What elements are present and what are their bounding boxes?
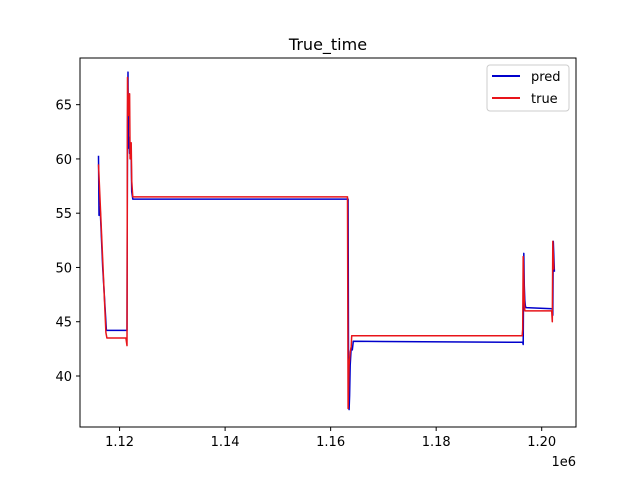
legend-label-pred: pred [531, 70, 561, 85]
x-axis: 1.12 1.14 1.16 1.18 1.20 [105, 427, 556, 450]
y-tick-label: 65 [55, 99, 72, 114]
y-tick-label: 55 [55, 207, 72, 222]
x-axis-offset-label: 1e6 [551, 455, 576, 470]
x-tick-label: 1.14 [211, 435, 240, 450]
plot-area [97, 71, 556, 411]
legend: pred true [486, 64, 570, 112]
legend-label-true: true [531, 92, 558, 107]
x-tick-label: 1.12 [105, 435, 134, 450]
x-tick-label: 1.16 [316, 435, 345, 450]
y-axis: 40 45 50 55 60 65 [55, 99, 80, 385]
y-tick-label: 60 [55, 153, 72, 168]
x-tick-label: 1.18 [422, 435, 451, 450]
x-tick-label: 1.20 [527, 435, 556, 450]
series-line-true [97, 76, 555, 410]
chart-title: True_time [288, 35, 367, 55]
y-tick-label: 40 [55, 370, 72, 385]
y-tick-label: 45 [55, 316, 72, 331]
y-tick-label: 50 [55, 261, 72, 276]
axes-frame [79, 57, 577, 428]
